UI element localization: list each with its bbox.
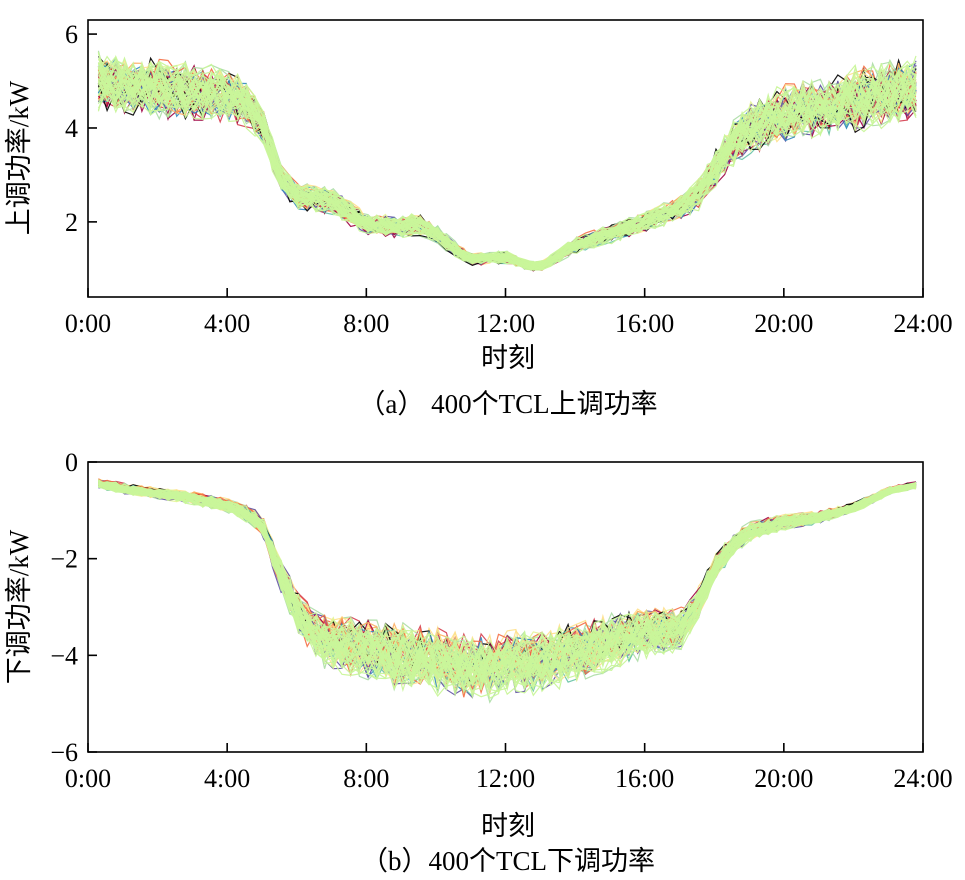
x-tick-label: 12:00 (476, 309, 535, 338)
x-axis-label-a: 时刻 (481, 343, 535, 373)
series-lines-a (97, 50, 917, 272)
x-tick-label: 16:00 (615, 309, 674, 338)
y-tick-label: −6 (50, 738, 78, 767)
y-tick-label: −4 (50, 641, 78, 670)
y-tick-label: 6 (65, 20, 78, 49)
x-tick-label: 24:00 (893, 764, 952, 793)
y-tick-label: −2 (50, 545, 78, 574)
panel-b: 0:00 4:00 8:00 12:00 16:00 20:00 24:000−2−4−6 … (4, 448, 953, 876)
tcl-series-line (98, 480, 917, 683)
y-tick-label: 0 (65, 448, 78, 477)
x-tick-label: 8:00 (343, 309, 389, 338)
caption-a: （a） 400个TCL上调功率 (358, 389, 657, 419)
tcl-series-line (97, 73, 917, 271)
tcl-series-line (97, 54, 917, 267)
y-axis-label-b: 下调功率/kW (4, 529, 34, 684)
x-tick-label: 20:00 (754, 309, 813, 338)
tcl-series-line (98, 484, 917, 685)
caption-b: （b）400个TCL下调功率 (361, 846, 655, 876)
tcl-series-line (98, 485, 917, 700)
x-tick-label: 8:00 (343, 764, 389, 793)
series-lines-b (97, 478, 917, 704)
x-tick-label: 0:00 (65, 764, 111, 793)
panel-a: 0:00 4:00 8:00 12:00 16:00 20:00 24:00 2 4 6 时刻 上… (4, 19, 953, 419)
ticks-a: 0:00 4:00 8:00 12:00 16:00 20:00 24:00 2 4 6 (65, 20, 953, 338)
x-tick-label: 12:00 (476, 764, 535, 793)
tcl-series-line (98, 61, 917, 267)
x-tick-label: 4:00 (204, 309, 250, 338)
x-tick-label: 20:00 (754, 764, 813, 793)
x-tick-label: 24:00 (893, 309, 952, 338)
ticks-b: 0:00 4:00 8:00 12:00 16:00 20:00 24:00 0 −2 −4 −6 (50, 448, 952, 793)
tcl-series-line (98, 480, 917, 682)
tcl-series-line (98, 481, 917, 677)
x-tick-label: 0:00 (65, 309, 111, 338)
y-tick-label: 2 (65, 208, 78, 237)
tcl-series-line (98, 67, 917, 269)
x-tick-label: 4:00 (204, 764, 250, 793)
tcl-series-line (98, 481, 917, 680)
x-tick-label: 16:00 (615, 764, 674, 793)
y-tick-label: 4 (65, 114, 78, 143)
y-axis-label-a: 上调功率/kW (4, 80, 34, 235)
x-axis-label-b: 时刻 (481, 811, 535, 841)
